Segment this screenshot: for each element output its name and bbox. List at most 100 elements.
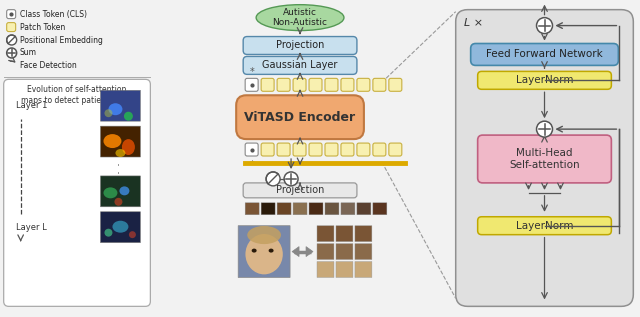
FancyBboxPatch shape [477, 71, 611, 89]
FancyBboxPatch shape [277, 143, 290, 156]
FancyBboxPatch shape [309, 143, 322, 156]
Text: Feed Forward Network: Feed Forward Network [486, 49, 603, 60]
FancyBboxPatch shape [373, 143, 386, 156]
Circle shape [6, 48, 17, 58]
Ellipse shape [104, 109, 113, 117]
Text: Projection: Projection [276, 185, 324, 195]
Text: Face Detection: Face Detection [20, 61, 76, 70]
FancyBboxPatch shape [236, 95, 364, 139]
Text: *: * [250, 67, 255, 77]
Ellipse shape [104, 187, 118, 198]
FancyBboxPatch shape [336, 226, 353, 242]
Text: Evolution of self-attention
maps to detect patient's face: Evolution of self-attention maps to dete… [20, 85, 133, 105]
FancyBboxPatch shape [355, 244, 372, 260]
FancyBboxPatch shape [357, 143, 370, 156]
Ellipse shape [256, 5, 344, 30]
Ellipse shape [120, 186, 129, 195]
FancyBboxPatch shape [317, 226, 334, 242]
Ellipse shape [108, 103, 122, 115]
FancyBboxPatch shape [6, 23, 15, 32]
FancyBboxPatch shape [293, 143, 306, 156]
Text: Positional Embedding: Positional Embedding [20, 36, 102, 44]
Text: Projection: Projection [276, 41, 324, 50]
FancyBboxPatch shape [373, 78, 386, 91]
FancyBboxPatch shape [373, 203, 387, 215]
FancyBboxPatch shape [293, 78, 306, 91]
FancyBboxPatch shape [317, 244, 334, 260]
Ellipse shape [129, 231, 136, 238]
FancyBboxPatch shape [470, 43, 618, 65]
FancyBboxPatch shape [341, 143, 354, 156]
Text: Sum: Sum [20, 49, 36, 57]
FancyBboxPatch shape [6, 10, 15, 19]
FancyBboxPatch shape [317, 262, 334, 277]
Text: Multi-Head
Self-attention: Multi-Head Self-attention [509, 148, 580, 170]
FancyBboxPatch shape [238, 226, 290, 277]
FancyBboxPatch shape [293, 203, 307, 215]
Ellipse shape [113, 221, 129, 233]
FancyBboxPatch shape [100, 176, 140, 207]
FancyBboxPatch shape [355, 262, 372, 277]
Ellipse shape [115, 198, 122, 206]
Text: Autistic
Non-Autistic: Autistic Non-Autistic [273, 8, 328, 27]
Polygon shape [306, 247, 313, 256]
Circle shape [536, 18, 552, 34]
Text: Layer L: Layer L [15, 223, 47, 232]
Text: *: * [250, 160, 255, 170]
FancyBboxPatch shape [389, 78, 402, 91]
Ellipse shape [246, 234, 283, 275]
Text: LayerNorm: LayerNorm [516, 221, 573, 231]
FancyBboxPatch shape [261, 203, 275, 215]
Text: · · ·: · · · [114, 162, 127, 182]
FancyBboxPatch shape [309, 203, 323, 215]
Circle shape [266, 172, 280, 186]
Circle shape [6, 35, 17, 45]
FancyBboxPatch shape [325, 78, 338, 91]
Text: Gaussian Layer: Gaussian Layer [262, 61, 338, 70]
FancyBboxPatch shape [309, 78, 322, 91]
FancyBboxPatch shape [336, 262, 353, 277]
FancyBboxPatch shape [456, 10, 634, 306]
FancyBboxPatch shape [325, 203, 339, 215]
Circle shape [284, 172, 298, 186]
Text: Class Token (CLS): Class Token (CLS) [20, 10, 86, 19]
FancyBboxPatch shape [100, 212, 140, 243]
FancyBboxPatch shape [341, 78, 354, 91]
Ellipse shape [104, 229, 113, 237]
Ellipse shape [124, 112, 133, 121]
FancyBboxPatch shape [477, 217, 611, 235]
FancyBboxPatch shape [100, 126, 140, 157]
FancyBboxPatch shape [477, 135, 611, 183]
FancyBboxPatch shape [336, 244, 353, 260]
FancyBboxPatch shape [277, 78, 290, 91]
FancyBboxPatch shape [325, 143, 338, 156]
Polygon shape [292, 247, 299, 256]
FancyBboxPatch shape [341, 203, 355, 215]
FancyBboxPatch shape [243, 183, 357, 198]
FancyBboxPatch shape [100, 90, 140, 121]
Text: LayerNorm: LayerNorm [516, 75, 573, 85]
Text: L ×: L × [464, 18, 483, 28]
FancyBboxPatch shape [243, 36, 357, 55]
Ellipse shape [122, 139, 135, 155]
Ellipse shape [104, 134, 122, 148]
FancyBboxPatch shape [245, 203, 259, 215]
FancyBboxPatch shape [357, 78, 370, 91]
FancyBboxPatch shape [389, 143, 402, 156]
Circle shape [536, 121, 552, 137]
FancyBboxPatch shape [245, 143, 258, 156]
FancyBboxPatch shape [261, 143, 274, 156]
FancyBboxPatch shape [245, 78, 258, 91]
FancyBboxPatch shape [4, 79, 150, 306]
Text: Patch Token: Patch Token [20, 23, 65, 32]
Ellipse shape [247, 226, 281, 244]
FancyBboxPatch shape [243, 56, 357, 74]
FancyBboxPatch shape [277, 203, 291, 215]
Text: ViTASD Encoder: ViTASD Encoder [244, 111, 356, 124]
Ellipse shape [252, 249, 257, 253]
FancyBboxPatch shape [355, 226, 372, 242]
Ellipse shape [115, 149, 125, 157]
Text: Layer 1: Layer 1 [15, 101, 47, 110]
FancyBboxPatch shape [357, 203, 371, 215]
Ellipse shape [269, 249, 274, 253]
